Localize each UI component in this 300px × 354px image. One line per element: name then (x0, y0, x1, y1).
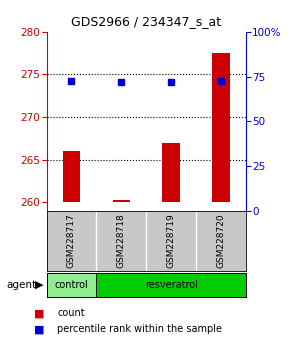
Text: ■: ■ (34, 308, 44, 318)
Text: GSM228718: GSM228718 (117, 213, 126, 268)
Text: resveratrol: resveratrol (145, 280, 198, 290)
Text: GSM228717: GSM228717 (67, 213, 76, 268)
Text: control: control (55, 280, 88, 290)
Text: GSM228719: GSM228719 (167, 213, 176, 268)
Bar (46, 273, 96, 297)
Bar (112, 200, 130, 202)
Bar (212, 53, 230, 202)
Text: GDS2966 / 234347_s_at: GDS2966 / 234347_s_at (71, 15, 221, 28)
Text: agent: agent (6, 280, 36, 290)
Bar (96, 273, 246, 297)
Text: count: count (57, 308, 85, 318)
Text: ■: ■ (34, 324, 44, 334)
Text: ▶: ▶ (35, 280, 43, 290)
Text: percentile rank within the sample: percentile rank within the sample (57, 324, 222, 334)
Text: GSM228720: GSM228720 (217, 213, 226, 268)
Bar (63, 151, 80, 202)
Bar (163, 143, 180, 202)
